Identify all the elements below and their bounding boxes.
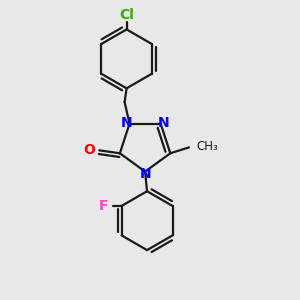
Text: Cl: Cl [119,8,134,22]
Text: F: F [99,199,109,213]
Text: N: N [158,116,170,130]
Text: O: O [83,143,95,157]
Text: N: N [139,167,151,181]
Text: CH₃: CH₃ [197,140,218,153]
Text: N: N [121,116,132,130]
